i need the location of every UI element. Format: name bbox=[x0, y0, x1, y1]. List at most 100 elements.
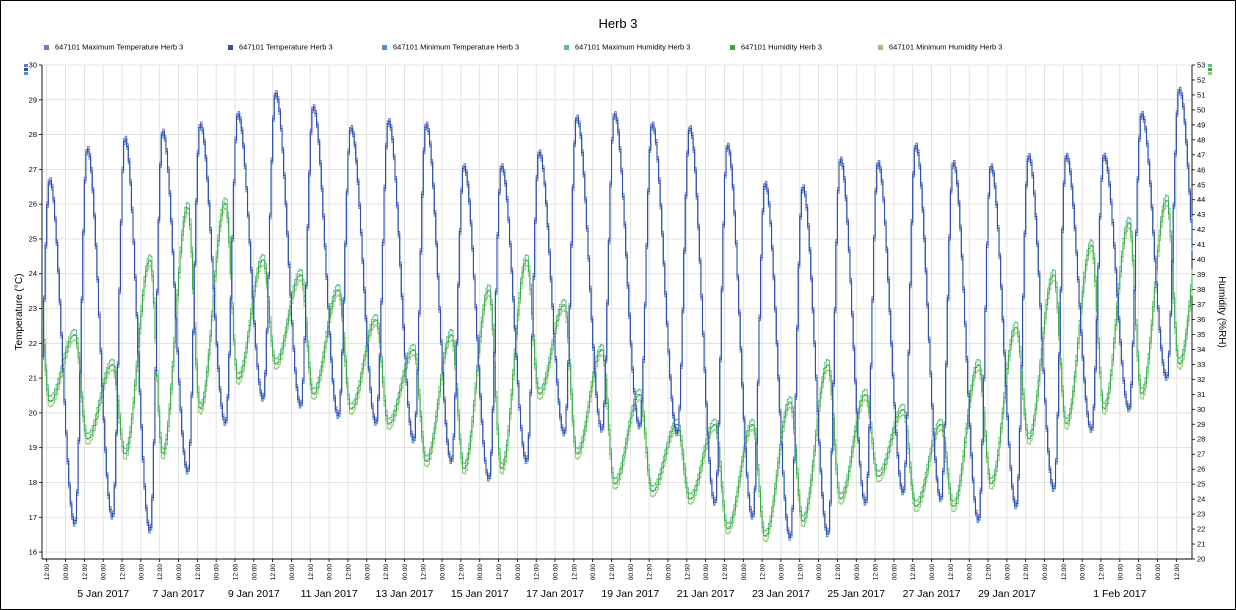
y-right-tick-label: 35 bbox=[1197, 330, 1205, 339]
y-left-tick-label: 20 bbox=[29, 408, 37, 417]
y-left-tick-label: 27 bbox=[29, 165, 37, 174]
legend-item-max-temperature[interactable]: 647101 Maximum Temperature Herb 3 bbox=[44, 42, 183, 52]
x-hour-tick-label: 00:00 bbox=[665, 564, 672, 581]
y-right-tick-label: 38 bbox=[1197, 285, 1205, 294]
y-right-tick-label: 46 bbox=[1197, 165, 1205, 174]
y-right-tick-label: 27 bbox=[1197, 450, 1205, 459]
x-hour-tick-label: 00:00 bbox=[364, 564, 371, 581]
series-line-min-humidity bbox=[42, 204, 1193, 542]
x-date-label: 23 Jan 2017 bbox=[752, 588, 810, 600]
corner-marker-left bbox=[24, 64, 28, 67]
y-left-tick-label: 19 bbox=[29, 443, 37, 452]
x-hour-tick-label: 12:00 bbox=[1099, 564, 1106, 581]
x-hour-tick-label: 12:00 bbox=[270, 564, 277, 581]
y-right-tick-label: 20 bbox=[1197, 555, 1205, 564]
x-hour-tick-label: 00:00 bbox=[967, 564, 974, 581]
legend-item-min-humidity[interactable]: 647101 Minimum Humidity Herb 3 bbox=[878, 42, 1002, 52]
x-hour-tick-label: 00:00 bbox=[477, 564, 484, 581]
y-right-tick-label: 29 bbox=[1197, 420, 1205, 429]
x-hour-tick-label: 12:00 bbox=[1136, 564, 1143, 581]
y-right-tick-label: 21 bbox=[1197, 540, 1205, 549]
x-hour-tick-label: 12:00 bbox=[760, 564, 767, 581]
legend-item-max-humidity[interactable]: 647101 Maximum Humidity Herb 3 bbox=[564, 42, 690, 52]
y-right-tick-label: 45 bbox=[1197, 180, 1205, 189]
x-date-label: 11 Jan 2017 bbox=[301, 588, 358, 600]
x-hour-tick-label: 00:00 bbox=[327, 564, 334, 581]
legend-item-min-temperature[interactable]: 647101 Minimum Temperature Herb 3 bbox=[382, 42, 519, 52]
y-left-tick-label: 16 bbox=[29, 548, 37, 557]
x-hour-tick-label: 00:00 bbox=[440, 564, 447, 581]
x-hour-tick-label: 12:00 bbox=[345, 564, 352, 581]
y-left-tick-label: 25 bbox=[29, 234, 37, 243]
y-right-tick-label: 40 bbox=[1197, 255, 1205, 264]
chart-legend: 647101 Maximum Temperature Herb 3 647101… bbox=[44, 42, 1044, 54]
x-hour-tick-label: 12:00 bbox=[421, 564, 428, 581]
y-left-tick-label: 30 bbox=[29, 61, 37, 70]
x-hour-tick-label: 00:00 bbox=[515, 564, 522, 581]
y-left-tick-label: 21 bbox=[29, 374, 37, 383]
legend-item-temperature[interactable]: 647101 Temperature Herb 3 bbox=[228, 42, 333, 52]
y-right-tick-label: 24 bbox=[1197, 495, 1205, 504]
legend-item-humidity[interactable]: 647101 Humidity Herb 3 bbox=[730, 42, 822, 52]
x-hour-tick-label: 12:00 bbox=[873, 564, 880, 581]
y-right-tick-label: 49 bbox=[1197, 120, 1205, 129]
x-date-label: 5 Jan 2017 bbox=[77, 588, 129, 600]
x-hour-tick-label: 12:00 bbox=[647, 564, 654, 581]
x-hour-tick-label: 12:00 bbox=[82, 564, 89, 581]
x-hour-tick-label: 12:00 bbox=[910, 564, 917, 581]
y-right-tick-label: 41 bbox=[1197, 240, 1205, 249]
x-date-label: 13 Jan 2017 bbox=[376, 588, 434, 600]
y-right-tick-label: 50 bbox=[1197, 105, 1205, 114]
legend-swatch-humidity bbox=[730, 44, 735, 50]
x-hour-tick-label: 12:00 bbox=[609, 564, 616, 581]
y-right-axis-title: Humidity (%RH) bbox=[1216, 276, 1227, 348]
legend-label: 647101 Temperature Herb 3 bbox=[239, 42, 333, 52]
x-hour-tick-label: 12:00 bbox=[1061, 564, 1068, 581]
x-hour-tick-label: 12:00 bbox=[1023, 564, 1030, 581]
legend-swatch-min-temperature bbox=[382, 44, 387, 50]
y-right-tick-label: 28 bbox=[1197, 435, 1205, 444]
y-right-tick-label: 42 bbox=[1197, 225, 1205, 234]
legend-swatch-max-temperature bbox=[44, 44, 49, 50]
y-right-tick-label: 33 bbox=[1197, 360, 1205, 369]
y-right-tick-label: 47 bbox=[1197, 150, 1205, 159]
series-line-humidity bbox=[42, 199, 1193, 537]
x-date-label: 1 Feb 2017 bbox=[1093, 588, 1146, 600]
y-right-tick-label: 37 bbox=[1197, 300, 1205, 309]
x-hour-tick-label: 12:00 bbox=[44, 564, 51, 581]
y-right-tick-label: 32 bbox=[1197, 375, 1205, 384]
x-hour-tick-label: 00:00 bbox=[628, 564, 635, 581]
legend-label: 647101 Maximum Humidity Herb 3 bbox=[575, 42, 691, 52]
x-date-label: 9 Jan 2017 bbox=[228, 588, 280, 600]
x-hour-tick-label: 00:00 bbox=[251, 564, 258, 581]
x-date-label: 25 Jan 2017 bbox=[827, 588, 885, 600]
y-right-tick-label: 25 bbox=[1197, 480, 1205, 489]
x-hour-tick-label: 00:00 bbox=[854, 564, 861, 581]
x-hour-tick-label: 12:00 bbox=[835, 564, 842, 581]
x-hour-tick-label: 12:00 bbox=[383, 564, 390, 581]
legend-label: 647101 Maximum Temperature Herb 3 bbox=[55, 42, 184, 52]
x-hour-tick-label: 12:00 bbox=[120, 564, 127, 581]
x-hour-tick-label: 00:00 bbox=[1080, 564, 1087, 581]
x-hour-tick-label: 12:00 bbox=[948, 564, 955, 581]
x-hour-tick-label: 00:00 bbox=[1155, 564, 1162, 581]
x-hour-tick-label: 12:00 bbox=[496, 564, 503, 581]
y-right-tick-label: 53 bbox=[1197, 61, 1205, 70]
y-right-tick-label: 52 bbox=[1197, 75, 1205, 84]
x-hour-tick-label: 12:00 bbox=[684, 564, 691, 581]
x-hour-tick-label: 12:00 bbox=[797, 564, 804, 581]
y-right-tick-label: 39 bbox=[1197, 270, 1205, 279]
y-right-tick-label: 30 bbox=[1197, 405, 1205, 414]
y-right-tick-label: 36 bbox=[1197, 315, 1205, 324]
series-line-temperature bbox=[42, 89, 1193, 538]
y-right-tick-label: 26 bbox=[1197, 465, 1205, 474]
legend-swatch-temperature bbox=[228, 44, 233, 50]
corner-marker-left bbox=[24, 68, 28, 71]
x-date-label: 19 Jan 2017 bbox=[601, 588, 659, 600]
x-hour-tick-label: 00:00 bbox=[741, 564, 748, 581]
x-hour-tick-label: 00:00 bbox=[138, 564, 145, 581]
x-hour-tick-label: 00:00 bbox=[176, 564, 183, 581]
x-hour-tick-label: 12:00 bbox=[157, 564, 164, 581]
x-hour-tick-label: 00:00 bbox=[929, 564, 936, 581]
